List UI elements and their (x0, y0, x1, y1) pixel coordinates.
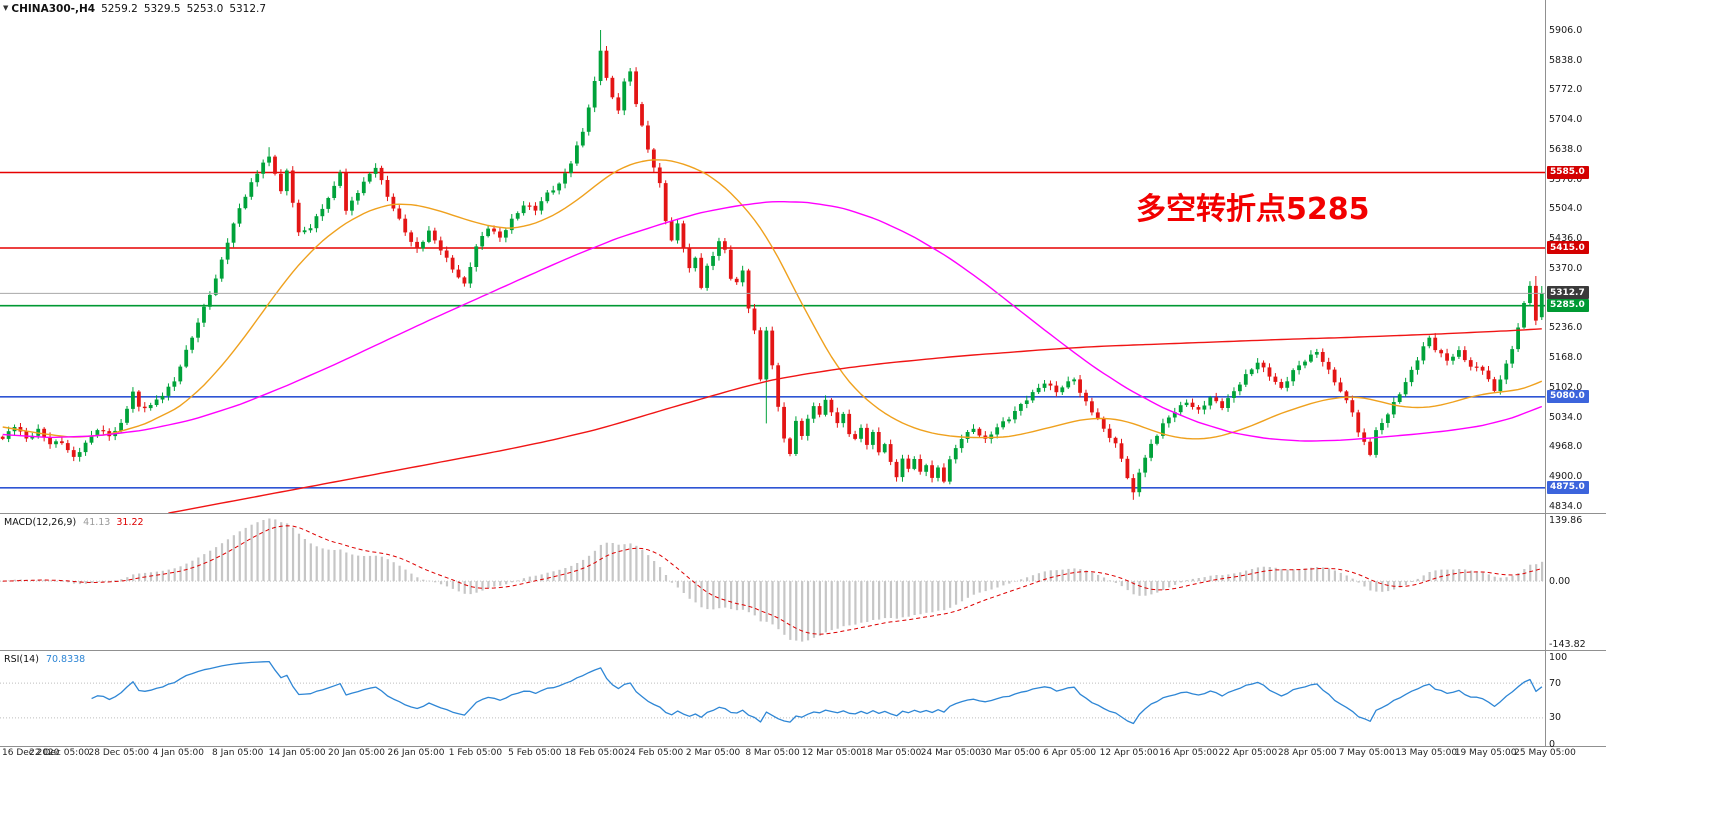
price-tick-label: 5102.0 (1549, 381, 1583, 393)
macd-tick-label: 139.86 (1549, 514, 1583, 526)
time-axis: 16 Dec 2020 22 Dec 05:00 28 Dec 05:00 4 Jan… (0, 748, 1606, 762)
price-tick-label: 4968.0 (1549, 441, 1583, 452)
macd-panel[interactable] (0, 518, 1545, 642)
bar-close-value: 5312.7 (229, 3, 267, 15)
panel-separator (0, 746, 1606, 747)
price-level-chip[interactable]: 5080.0 (1547, 389, 1589, 403)
macd-tick-label: -143.82 (1549, 638, 1586, 650)
price-tick-label: 4834.0 (1549, 500, 1583, 512)
time-label: 7 May 05:00 (1338, 748, 1395, 758)
macd-histogram (1, 518, 1544, 642)
time-label: 22 Apr 05:00 (1218, 748, 1278, 758)
rsi-tick-label: 30 (1549, 712, 1562, 724)
bar-high-value: 5329.5 (143, 3, 181, 15)
main-price-panel[interactable] (0, 30, 1545, 513)
macd-title: MACD(12,26,9) (4, 517, 77, 528)
time-label: 18 Mar 05:00 (861, 748, 922, 758)
time-label: 25 May 05:00 (1514, 748, 1576, 758)
macd-signal-line (2, 525, 1543, 635)
rsi-tick-label: 100 (1549, 651, 1568, 663)
time-label: 30 Mar 05:00 (980, 748, 1041, 758)
macd-indicator-label: MACD(12,26,9) 41.13 31.22 (4, 517, 144, 528)
price-tick-label: 5570.0 (1549, 173, 1583, 185)
price-axis-border (1545, 0, 1546, 746)
bar-low-value: 5253.0 (186, 3, 224, 15)
time-label: 22 Dec 05:00 (29, 748, 90, 758)
rsi-value: 70.8338 (45, 654, 86, 665)
macd-signal-value: 31.22 (116, 517, 144, 528)
macd-main-value: 41.13 (83, 517, 111, 528)
time-label: 14 Jan 05:00 (268, 748, 326, 758)
price-tick-label: 5772.0 (1549, 84, 1583, 95)
symbol-header: ▼ CHINA300-,H4 5259.2 5329.5 5253.0 5312.7 (3, 3, 266, 15)
price-level-chip[interactable]: 5415.0 (1547, 241, 1589, 254)
rsi-line (91, 660, 1543, 725)
ma-mid-magenta (2, 200, 1543, 442)
bar-open-value: 5259.2 (101, 3, 138, 15)
rsi-tick-label: 70 (1549, 677, 1562, 689)
price-level-chip[interactable]: 4875.0 (1547, 480, 1589, 494)
price-level-chip[interactable]: 5285.0 (1547, 298, 1589, 312)
symbol-dropdown-icon[interactable]: ▼ (3, 4, 9, 12)
time-label: 16 Dec 2020 (2, 748, 60, 758)
rsi-tick-label: 0 (1549, 738, 1556, 750)
time-label: 12 Apr 05:00 (1099, 748, 1159, 758)
price-tick-label: 5638.0 (1549, 143, 1583, 155)
time-label: 5 Feb 05:00 (508, 748, 562, 758)
time-label: 20 Jan 05:00 (328, 748, 385, 758)
rsi-title: RSI(14) (4, 654, 39, 665)
time-label: 28 Dec 05:00 (88, 748, 150, 758)
time-label: 12 Mar 05:00 (801, 748, 862, 758)
price-tick-label: 5704.0 (1549, 114, 1583, 126)
time-label: 8 Jan 05:00 (212, 748, 264, 758)
candles-layer (0, 30, 1544, 500)
time-label: 28 Apr 05:00 (1277, 748, 1337, 758)
time-label: 16 Apr 05:00 (1159, 748, 1218, 758)
price-tick-label: 5504.0 (1549, 203, 1583, 214)
price-tick-label: 5236.0 (1549, 322, 1583, 333)
time-label: 18 Feb 05:00 (564, 748, 624, 758)
price-tick-label: 5168.0 (1549, 352, 1583, 364)
current-price-chip: 5312.7 (1547, 286, 1589, 300)
price-tick-label: 5436.0 (1549, 233, 1583, 245)
time-label: 4 Jan 05:00 (152, 748, 204, 758)
time-label: 19 May 05:00 (1454, 748, 1517, 758)
macd-tick-label: 0.00 (1549, 575, 1571, 587)
chart-canvas[interactable] (0, 0, 1606, 763)
panel-separator[interactable] (0, 650, 1606, 651)
time-label: 24 Mar 05:00 (920, 748, 981, 758)
panel-separator[interactable] (0, 513, 1606, 514)
time-label: 2 Mar 05:00 (685, 748, 741, 758)
ma-fast-orange (2, 159, 1543, 440)
time-label: 26 Jan 05:00 (387, 748, 445, 758)
price-level-chip[interactable]: 5585.0 (1547, 165, 1589, 179)
price-tick-label: 5838.0 (1549, 54, 1583, 66)
time-label: 13 May 05:00 (1395, 748, 1458, 758)
rsi-indicator-label: RSI(14) 70.8338 (4, 654, 85, 665)
time-label: 8 Mar 05:00 (745, 748, 800, 758)
price-tick-label: 5370.0 (1549, 262, 1583, 274)
price-tick-label: 5906.0 (1549, 24, 1583, 36)
time-label: 6 Apr 05:00 (1043, 748, 1097, 758)
chart-annotation: 多空转折点5285 (1136, 192, 1370, 227)
rsi-panel[interactable] (0, 660, 1545, 725)
price-tick-label: 4900.0 (1549, 471, 1583, 483)
symbol-period-label: CHINA300-,H4 (11, 3, 96, 15)
time-label: 1 Feb 05:00 (448, 748, 503, 758)
ma-slow-red (168, 328, 1542, 513)
price-tick-label: 5034.0 (1549, 411, 1583, 423)
time-label: 24 Feb 05:00 (624, 748, 684, 758)
